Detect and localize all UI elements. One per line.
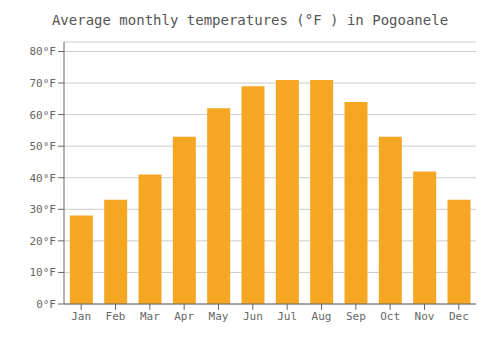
svg-text:0°F: 0°F <box>36 298 56 311</box>
svg-text:80°F: 80°F <box>30 45 57 58</box>
svg-text:Jan: Jan <box>71 310 91 323</box>
svg-text:Aug: Aug <box>312 310 332 323</box>
svg-text:Apr: Apr <box>174 310 194 323</box>
svg-text:Dec: Dec <box>449 310 469 323</box>
svg-text:20°F: 20°F <box>30 235 57 248</box>
svg-text:Oct: Oct <box>380 310 400 323</box>
svg-text:60°F: 60°F <box>30 109 57 122</box>
svg-text:Feb: Feb <box>106 310 126 323</box>
svg-text:Jun: Jun <box>243 310 263 323</box>
html-text:Average monthly temperatures (: Average monthly temperatures (°F ) in Po… <box>51 12 449 28</box>
svg-text:30°F: 30°F <box>30 203 57 216</box>
svg-text:40°F: 40°F <box>30 172 57 185</box>
svg-text:Jul: Jul <box>277 310 297 323</box>
svg-text:50°F: 50°F <box>30 140 57 153</box>
svg-text:May: May <box>209 310 229 323</box>
svg-text:Sep: Sep <box>346 310 366 323</box>
svg-text:10°F: 10°F <box>30 266 57 279</box>
svg-text:70°F: 70°F <box>30 77 57 90</box>
svg-text:Nov: Nov <box>415 310 435 323</box>
svg-text:Mar: Mar <box>140 310 160 323</box>
